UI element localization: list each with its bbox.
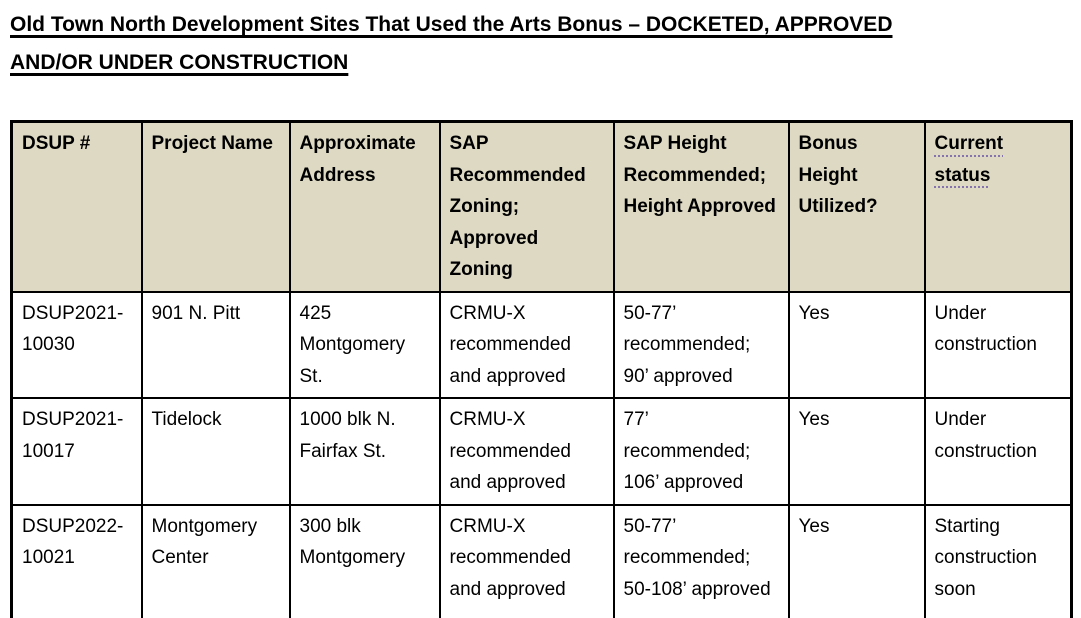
cell-project: Montgomery Center xyxy=(140,503,291,618)
cell-height: 50-77’ recommended; 50-108’ approved xyxy=(612,503,790,618)
header-sap-recommended-zoning: SAP Recommended Zoning; Approved Zoning xyxy=(438,120,615,293)
table-header-row: DSUP # Project Name Approximate Address … xyxy=(10,120,1073,293)
cell-zoning: CRMU-X recommended and approved xyxy=(438,290,615,399)
cell-status: Starting construction soon xyxy=(923,503,1073,618)
header-project-name-label: Project Name xyxy=(151,133,273,154)
cell-dsup: DSUP2021-10017 xyxy=(10,397,143,506)
development-sites-table: DSUP # Project Name Approximate Address … xyxy=(10,120,1073,618)
cell-address: 425 Montgomery St. xyxy=(288,290,441,399)
cell-dsup: DSUP2022-10021 xyxy=(10,503,143,618)
cell-height: 77’ recommended; 106’ approved xyxy=(612,397,790,506)
cell-address: 1000 blk N. Fairfax St. xyxy=(288,397,441,506)
cell-project: Tidelock xyxy=(140,397,291,506)
cell-address: 300 blk Montgomery xyxy=(288,503,441,618)
cell-bonus: Yes xyxy=(787,290,926,399)
header-sap-height-label: SAP Height Recommended; Height Approved xyxy=(623,133,776,217)
table-row: DSUP2021-10017 Tidelock 1000 blk N. Fair… xyxy=(10,397,1073,506)
header-sap-height: SAP Height Recommended; Height Approved xyxy=(612,120,790,293)
header-bonus-height-utilized: Bonus Height Utilized? xyxy=(787,120,926,293)
cell-height: 50-77’ recommended; 90’ approved xyxy=(612,290,790,399)
header-bonus-height-utilized-label: Bonus Height Utilized? xyxy=(798,133,878,217)
header-current-status: Current status xyxy=(923,120,1073,293)
header-sap-recommended-zoning-label: SAP Recommended Zoning; Approved Zoning xyxy=(449,133,586,280)
cell-status: Under construction xyxy=(923,290,1073,399)
cell-zoning: CRMU-X recommended and approved xyxy=(438,503,615,618)
cell-project: 901 N. Pitt xyxy=(140,290,291,399)
cell-bonus: Yes xyxy=(787,503,926,618)
table-row: DSUP2022-10021 Montgomery Center 300 blk… xyxy=(10,503,1073,618)
cell-bonus: Yes xyxy=(787,397,926,506)
document-title: Old Town North Development Sites That Us… xyxy=(10,13,893,74)
cell-zoning: CRMU-X recommended and approved xyxy=(438,397,615,506)
header-dsup-number: DSUP # xyxy=(10,120,143,293)
header-approximate-address: Approximate Address xyxy=(288,120,441,293)
table-row: DSUP2021-10030 901 N. Pitt 425 Montgomer… xyxy=(10,290,1073,399)
header-project-name: Project Name xyxy=(140,120,291,293)
cell-status: Under construction xyxy=(923,397,1073,506)
header-dsup-number-label: DSUP # xyxy=(22,133,91,154)
header-approximate-address-label: Approximate Address xyxy=(299,133,416,186)
cell-dsup: DSUP2021-10030 xyxy=(10,290,143,399)
header-current-status-label: Current status xyxy=(934,133,1004,186)
